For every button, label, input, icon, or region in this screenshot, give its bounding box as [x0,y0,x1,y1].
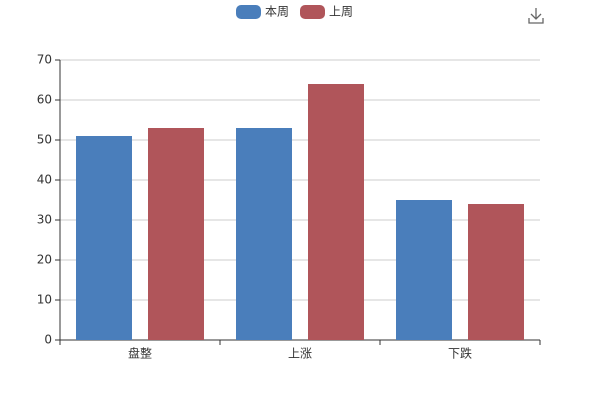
bar [236,128,292,340]
bar [468,204,524,340]
y-tick-label: 40 [37,173,52,187]
download-button[interactable] [528,8,544,24]
bar [148,128,204,340]
bar [76,136,132,340]
y-tick-label: 0 [44,333,52,347]
y-tick-label: 30 [37,213,52,227]
legend-swatch[interactable] [300,5,325,19]
legend-label[interactable]: 上周 [329,5,353,19]
y-tick-label: 20 [37,253,52,267]
legend-label[interactable]: 本周 [265,5,289,19]
y-tick-label: 60 [37,93,52,107]
bar [396,200,452,340]
y-tick-label: 10 [37,293,52,307]
y-tick-label: 50 [37,133,52,147]
legend-swatch[interactable] [236,5,261,19]
x-tick-label: 上涨 [288,346,312,361]
y-tick-label: 70 [37,53,52,67]
x-tick-label: 下跌 [448,346,472,361]
x-tick-label: 盘整 [128,346,152,361]
bar [308,84,364,340]
